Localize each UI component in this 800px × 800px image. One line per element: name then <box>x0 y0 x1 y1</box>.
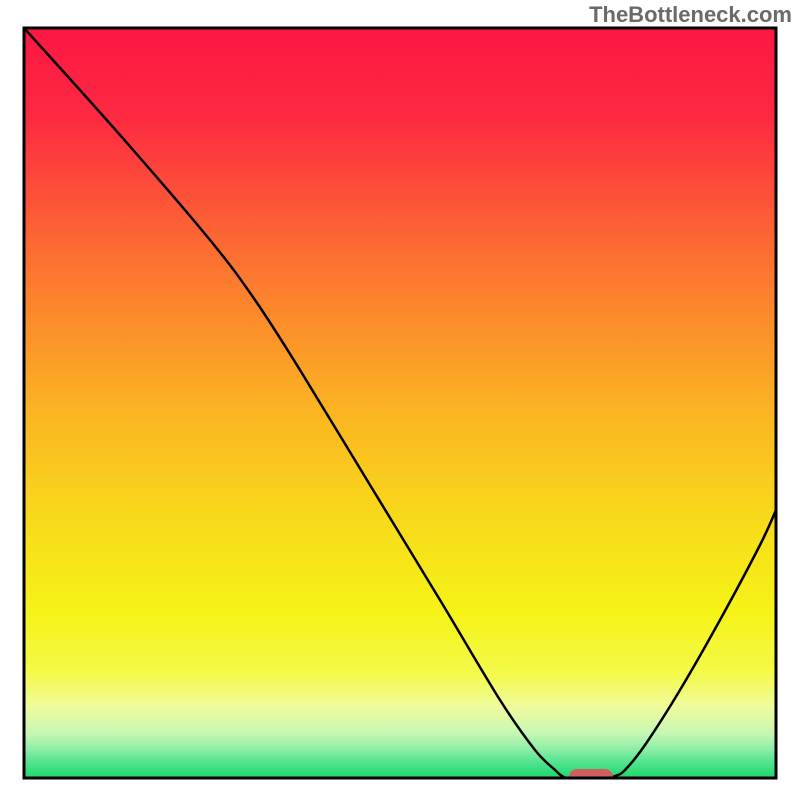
bottleneck-chart <box>0 0 800 800</box>
chart-container: TheBottleneck.com <box>0 0 800 800</box>
gradient-background <box>24 28 776 778</box>
